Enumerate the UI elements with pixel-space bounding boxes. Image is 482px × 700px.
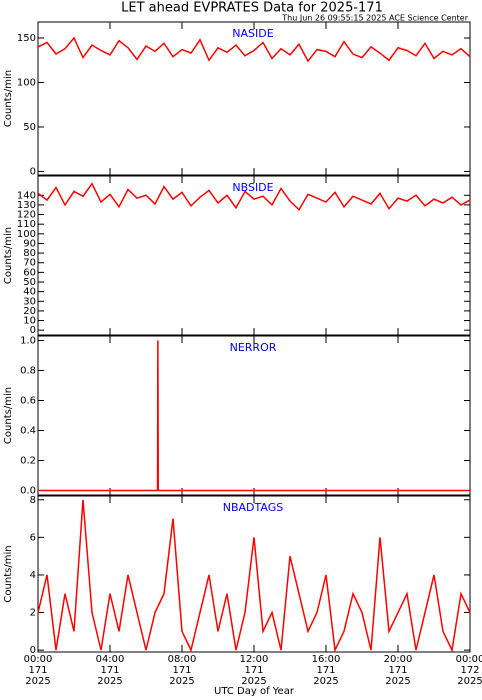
y-tick-label: 0.6 bbox=[20, 396, 36, 407]
y-axis-label: Counts/min bbox=[3, 70, 14, 127]
x-tick-day: 171 bbox=[388, 665, 407, 676]
y-tick-label: 10 bbox=[23, 316, 36, 327]
y-tick-label: 30 bbox=[23, 296, 36, 307]
x-tick-label: 00:00 bbox=[456, 654, 482, 665]
y-tick-label: 20 bbox=[23, 306, 36, 317]
y-tick-label: 100 bbox=[17, 77, 36, 88]
x-tick-label: 08:00 bbox=[168, 654, 197, 665]
chart-title: LET ahead EVPRATES Data for 2025-171 bbox=[121, 1, 383, 16]
panel-label: NERROR bbox=[230, 341, 277, 354]
data-line bbox=[37, 499, 471, 653]
y-tick-label: 0.0 bbox=[20, 486, 36, 497]
x-tick-year: 2025 bbox=[241, 676, 266, 687]
y-tick-label: 40 bbox=[23, 287, 36, 298]
y-tick-label: 50 bbox=[23, 277, 36, 288]
x-tick-day: 171 bbox=[244, 665, 263, 676]
data-line bbox=[38, 340, 470, 492]
x-tick-day: 172 bbox=[460, 665, 479, 676]
x-tick-day: 171 bbox=[172, 665, 191, 676]
data-line bbox=[37, 182, 471, 211]
y-tick-label: 100 bbox=[17, 229, 36, 240]
x-axis-label: UTC Day of Year bbox=[214, 686, 295, 697]
x-tick-label: 00:00 bbox=[24, 654, 53, 665]
y-tick-label: 2 bbox=[30, 608, 36, 619]
y-tick-label: 70 bbox=[23, 258, 36, 269]
y-tick-label: 6 bbox=[30, 532, 36, 543]
y-tick-label: 50 bbox=[23, 122, 36, 133]
x-tick-year: 2025 bbox=[97, 676, 122, 687]
data-line bbox=[37, 36, 471, 63]
y-axis-label: Counts/min bbox=[3, 545, 14, 602]
x-tick-label: 16:00 bbox=[312, 654, 341, 665]
y-axis-label: Counts/min bbox=[3, 387, 14, 444]
y-tick-label: 0 bbox=[30, 645, 36, 656]
chart-subtitle: Thu Jun 26 09:55:15 2025 ACE Science Cen… bbox=[281, 14, 468, 23]
panel-frame bbox=[37, 495, 471, 653]
y-tick-label: 60 bbox=[23, 267, 36, 278]
x-tick-year: 2025 bbox=[25, 676, 50, 687]
y-tick-label: 140 bbox=[17, 190, 36, 201]
panel-frame bbox=[37, 21, 471, 176]
panel-label: NASIDE bbox=[232, 27, 273, 40]
y-tick-label: 8 bbox=[30, 495, 36, 506]
x-tick-year: 2025 bbox=[457, 676, 482, 687]
y-tick-label: 0.4 bbox=[20, 426, 36, 437]
y-tick-label: 0 bbox=[30, 325, 36, 336]
x-tick-year: 2025 bbox=[313, 676, 338, 687]
x-tick-year: 2025 bbox=[385, 676, 410, 687]
y-tick-label: 0 bbox=[30, 166, 36, 177]
y-tick-label: 1.0 bbox=[20, 336, 36, 347]
panel-label: NBADTAGS bbox=[223, 501, 283, 514]
x-tick-label: 12:00 bbox=[240, 654, 269, 665]
x-tick-day: 171 bbox=[28, 665, 47, 676]
panel-label: NBSIDE bbox=[232, 181, 273, 194]
x-tick-day: 171 bbox=[100, 665, 119, 676]
y-tick-label: 110 bbox=[17, 219, 36, 230]
panel-frame bbox=[37, 335, 471, 496]
y-tick-label: 0.8 bbox=[20, 366, 36, 377]
y-tick-label: 80 bbox=[23, 248, 36, 259]
x-tick-label: 20:00 bbox=[384, 654, 413, 665]
y-tick-label: 120 bbox=[17, 210, 36, 221]
y-tick-label: 0.2 bbox=[20, 456, 36, 467]
y-tick-label: 4 bbox=[30, 570, 36, 581]
y-tick-label: 150 bbox=[17, 33, 36, 44]
y-tick-label: 90 bbox=[23, 238, 36, 249]
x-tick-label: 04:00 bbox=[96, 654, 125, 665]
y-tick-label: 130 bbox=[17, 200, 36, 211]
x-tick-day: 171 bbox=[316, 665, 335, 676]
y-axis-label: Counts/min bbox=[3, 227, 14, 284]
x-tick-year: 2025 bbox=[169, 676, 194, 687]
